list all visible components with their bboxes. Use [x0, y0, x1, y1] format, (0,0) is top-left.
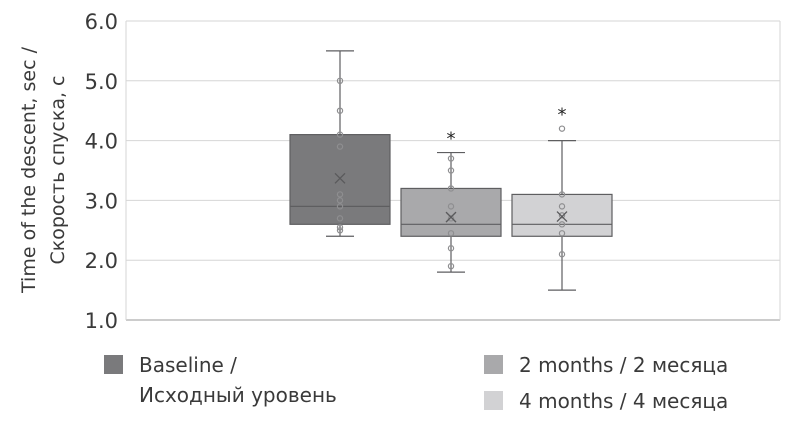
mean-marker — [445, 211, 457, 223]
significance-marker: * — [447, 129, 456, 150]
box-3: * — [511, 105, 613, 291]
legend-swatch-2-months — [484, 355, 503, 374]
significance-marker: * — [558, 105, 567, 126]
box-iqr — [511, 193, 613, 237]
data-point — [336, 131, 344, 138]
data-point — [558, 221, 566, 228]
box-plot-chart: 1.0 2.0 3.0 4.0 5.0 6.0 Time of the descent, … — [18, 10, 781, 333]
y-axis-label-line2: Скорость спуска, с — [47, 75, 69, 264]
data-point — [447, 203, 455, 210]
data-point — [336, 197, 344, 204]
data-point — [336, 227, 344, 234]
data-point — [558, 203, 566, 210]
y-axis-label-line1: Time of the descent, sec / — [18, 46, 40, 294]
y-tick-label: 6.0 — [85, 10, 118, 34]
data-point — [558, 251, 566, 258]
y-tick-labels: 1.0 2.0 3.0 4.0 5.0 6.0 — [85, 10, 118, 333]
data-point — [447, 245, 455, 252]
legend-label-baseline-line2: Исходный уровень — [139, 383, 337, 407]
data-point — [447, 167, 455, 174]
data-point — [447, 155, 455, 162]
data-point — [558, 191, 566, 198]
data-point — [336, 191, 344, 198]
data-point — [447, 230, 455, 237]
y-tick-label: 2.0 — [85, 249, 118, 273]
data-point — [336, 203, 344, 210]
data-point — [558, 230, 566, 237]
box-series: ** — [289, 50, 613, 291]
mean-marker — [556, 211, 568, 223]
y-tick-label: 4.0 — [85, 130, 118, 154]
y-tick-label: 1.0 — [85, 309, 118, 333]
data-point — [447, 185, 455, 192]
legend-2-months: 2 months / 2 месяца — [484, 350, 728, 380]
box-1 — [289, 50, 391, 237]
legend-label-4-months: 4 months / 4 месяца — [519, 389, 729, 413]
data-point — [558, 212, 566, 219]
data-point — [447, 262, 455, 270]
data-point — [336, 224, 344, 231]
legend-label-2-months: 2 months / 2 месяца — [519, 353, 729, 377]
box-iqr — [400, 187, 502, 237]
legend-4-months: 4 months / 4 месяца — [484, 386, 728, 416]
data-point — [336, 107, 344, 114]
mean-marker — [334, 172, 346, 184]
data-point — [336, 215, 344, 222]
outlier-point — [558, 125, 566, 132]
legend-baseline: Baseline / Исходный уровень — [104, 350, 337, 410]
legend-swatch-4-months — [484, 391, 503, 410]
y-tick-label: 3.0 — [85, 189, 118, 213]
data-point — [447, 215, 455, 222]
legend-swatch-baseline — [104, 355, 123, 374]
data-point — [336, 143, 344, 150]
box-iqr — [289, 134, 391, 225]
data-point — [336, 77, 344, 85]
box-2: * — [400, 129, 502, 273]
y-axis-label: Time of the descent, sec / Скорость спус… — [18, 46, 69, 294]
legend-label-baseline: Baseline / — [139, 353, 237, 377]
y-tick-label: 5.0 — [85, 70, 118, 94]
